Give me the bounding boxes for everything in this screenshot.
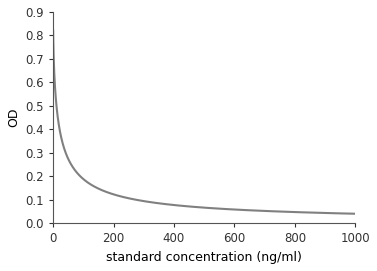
X-axis label: standard concentration (ng/ml): standard concentration (ng/ml) bbox=[106, 251, 302, 264]
Y-axis label: OD: OD bbox=[7, 108, 20, 127]
